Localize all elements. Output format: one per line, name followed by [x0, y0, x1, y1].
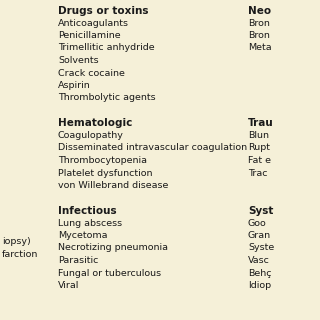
Text: Infectious: Infectious: [58, 206, 116, 216]
Text: Meta: Meta: [248, 44, 272, 52]
Text: Fat e: Fat e: [248, 156, 271, 165]
Text: Hematologic: Hematologic: [58, 118, 132, 129]
Text: Thrombolytic agents: Thrombolytic agents: [58, 93, 156, 102]
Text: von Willebrand disease: von Willebrand disease: [58, 181, 168, 190]
Text: Gran: Gran: [248, 231, 271, 240]
Text: Fungal or tuberculous: Fungal or tuberculous: [58, 268, 161, 277]
Text: Trau: Trau: [248, 118, 274, 129]
Text: Trimellitic anhydride: Trimellitic anhydride: [58, 44, 155, 52]
Text: Rupt: Rupt: [248, 143, 270, 153]
Text: Disseminated intravascular coagulation: Disseminated intravascular coagulation: [58, 143, 247, 153]
Text: Neo: Neo: [248, 6, 271, 16]
Text: Syst: Syst: [248, 206, 273, 216]
Text: Parasitic: Parasitic: [58, 256, 98, 265]
Text: Trac: Trac: [248, 169, 268, 178]
Text: Coagulopathy: Coagulopathy: [58, 131, 124, 140]
Text: Vasc: Vasc: [248, 256, 270, 265]
Text: Crack cocaine: Crack cocaine: [58, 68, 125, 77]
Text: Solvents: Solvents: [58, 56, 99, 65]
Text: Platelet dysfunction: Platelet dysfunction: [58, 169, 153, 178]
Text: Behç: Behç: [248, 268, 271, 277]
Text: Goo: Goo: [248, 219, 267, 228]
Text: Mycetoma: Mycetoma: [58, 231, 108, 240]
Text: Lung abscess: Lung abscess: [58, 219, 122, 228]
Text: Necrotizing pneumonia: Necrotizing pneumonia: [58, 244, 168, 252]
Text: Thrombocytopenia: Thrombocytopenia: [58, 156, 147, 165]
Text: Anticoagulants: Anticoagulants: [58, 19, 129, 28]
Text: Blun: Blun: [248, 131, 269, 140]
Text: Aspirin: Aspirin: [58, 81, 91, 90]
Text: Syste: Syste: [248, 244, 274, 252]
Text: iopsy): iopsy): [2, 237, 31, 246]
Text: Viral: Viral: [58, 281, 79, 290]
Text: farction: farction: [2, 250, 38, 259]
Text: Drugs or toxins: Drugs or toxins: [58, 6, 148, 16]
Text: Bron: Bron: [248, 19, 270, 28]
Text: Bron: Bron: [248, 31, 270, 40]
Text: Idiop: Idiop: [248, 281, 271, 290]
Text: Penicillamine: Penicillamine: [58, 31, 121, 40]
